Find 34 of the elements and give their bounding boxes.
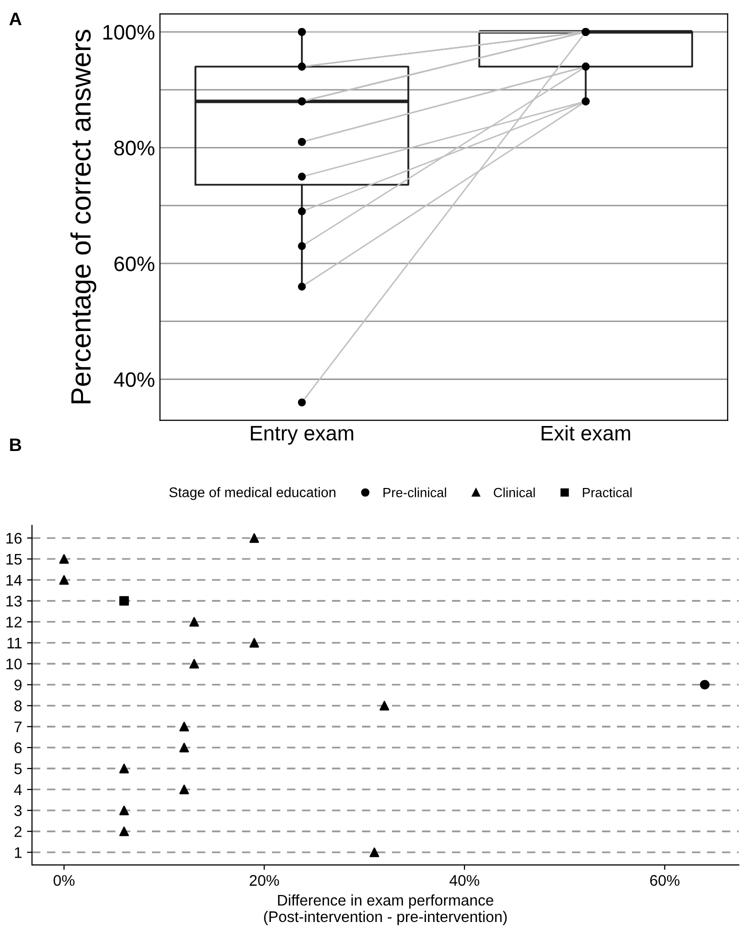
y-axis-title: Percentage of correct answers <box>70 30 96 404</box>
y-tick-label: 1 <box>14 847 22 858</box>
x-tick-label: Entry exam <box>250 426 354 445</box>
y-tick-label: 15 <box>6 554 22 565</box>
y-tick-label: 14 <box>6 574 22 586</box>
chart-title: B <box>10 438 22 452</box>
y-tick-label: 11 <box>8 638 22 648</box>
y-tick-label: 100% <box>103 24 154 40</box>
legend-label: Pre-clinical <box>384 488 446 498</box>
y-tick-label: 3 <box>14 805 22 816</box>
x-axis-title: Difference in exam performance (Post-intervention - pre-intervention) <box>264 894 507 926</box>
y-tick-label: 5 <box>14 764 22 774</box>
legend-title: Stage of medical education <box>169 487 336 500</box>
x-tick-label: 0% <box>54 875 75 886</box>
y-tick-label: 10 <box>6 658 22 670</box>
y-tick-label: 80% <box>114 140 154 156</box>
y-tick-label: 60% <box>114 256 154 272</box>
y-tick-label: 4 <box>14 784 22 796</box>
y-tick-label: 40% <box>114 372 154 388</box>
text: A <box>9 12 22 26</box>
legend-label: Clinical <box>494 488 535 498</box>
y-tick-label: 2 <box>14 826 22 837</box>
x-tick-label: Exit exam <box>542 425 630 441</box>
y-tick-label: 9 <box>14 680 22 690</box>
y-tick-label: 16 <box>6 532 22 544</box>
y-tick-label: 6 <box>14 742 22 754</box>
legend-label: Practical <box>582 488 632 498</box>
y-tick-label: 12 <box>6 616 22 628</box>
y-tick-label: 8 <box>14 700 22 712</box>
y-tick-label: 13 <box>6 596 22 607</box>
y-tick-label: 7 <box>14 722 22 732</box>
x-tick-label: 60% <box>650 875 680 886</box>
x-tick-label: 20% <box>250 875 279 886</box>
x-tick-label: 40% <box>450 875 480 886</box>
